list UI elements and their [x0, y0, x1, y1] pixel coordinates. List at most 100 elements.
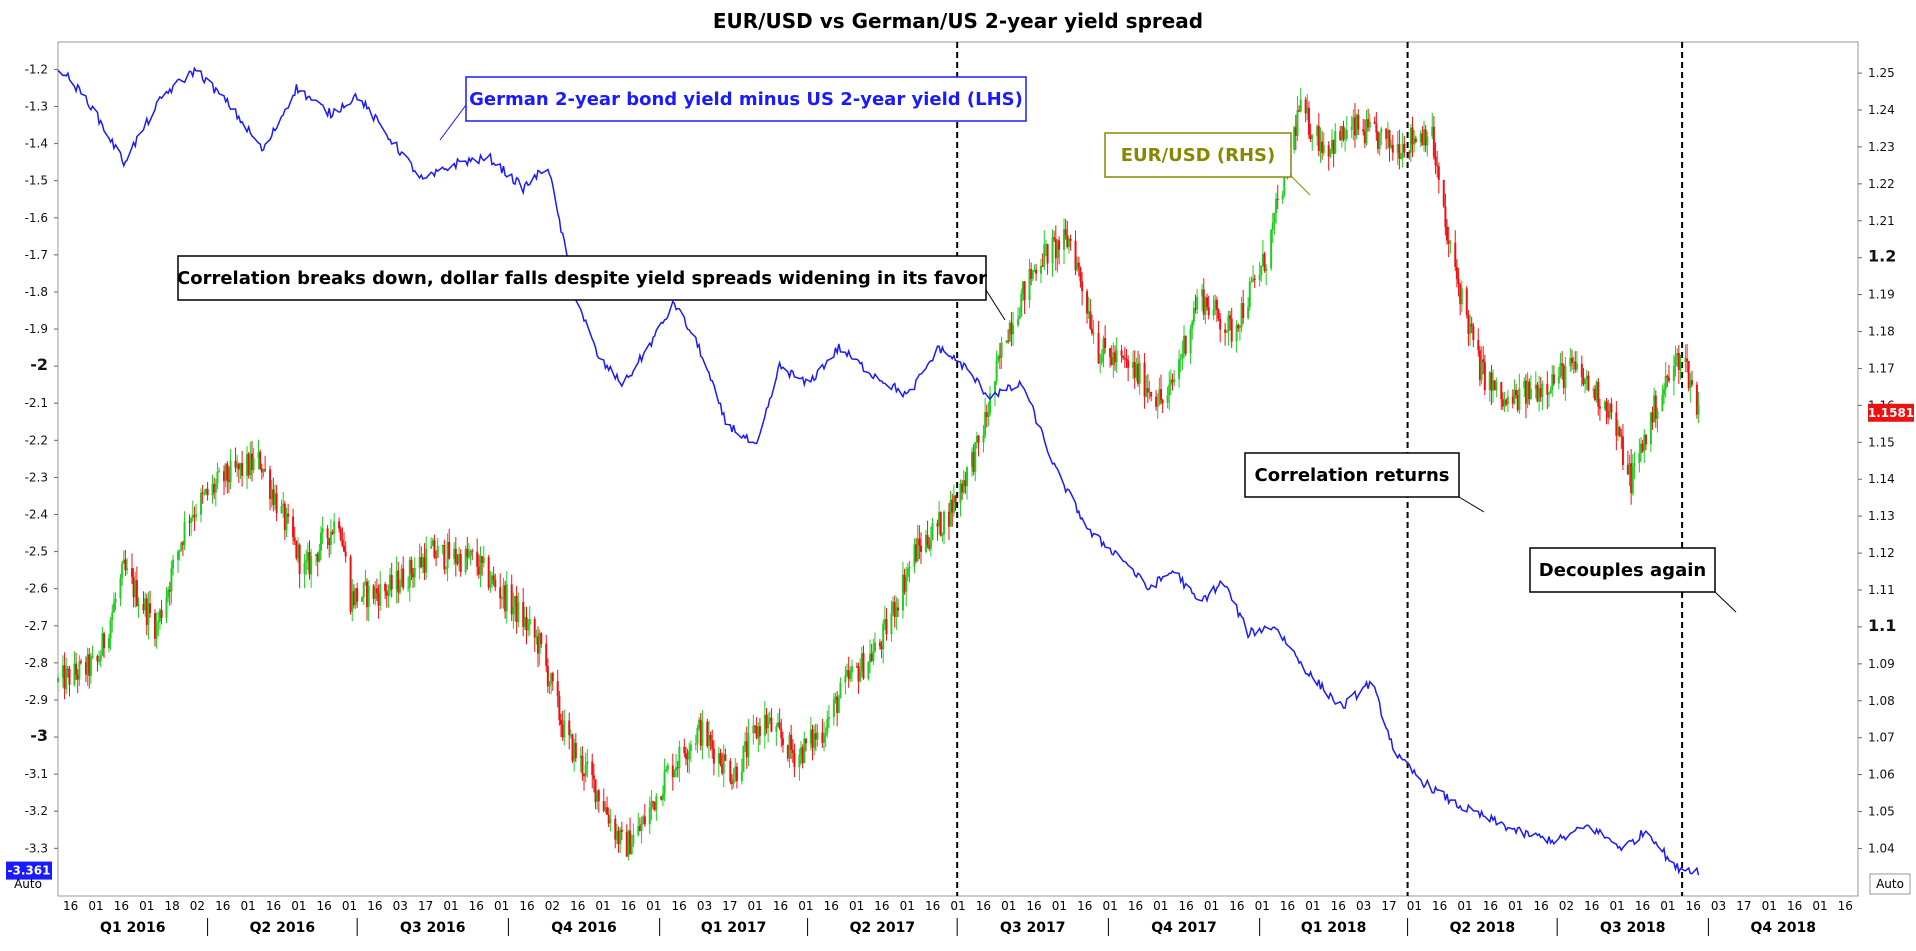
- eurusd-candle: [752, 725, 755, 734]
- eurusd-candle: [1076, 262, 1079, 271]
- eurusd-candle: [252, 458, 255, 471]
- vertical-event-lines: [956, 42, 1684, 896]
- eurusd-candle: [966, 467, 969, 487]
- eurusd-candle: [1492, 380, 1495, 391]
- eurusd-candle: [1580, 363, 1583, 378]
- eurusd-candle: [1283, 165, 1286, 195]
- eurusd-candle: [1398, 144, 1401, 159]
- eurusd-candle: [297, 544, 299, 559]
- eurusd-candle: [1345, 129, 1348, 139]
- eurusd-candle: [1189, 328, 1192, 354]
- eurusd-candle: [814, 733, 817, 740]
- eurusd-candle: [581, 755, 584, 774]
- eurusd-candle: [823, 735, 826, 743]
- eurusd-candle: [1640, 443, 1643, 454]
- eurusd-candle: [744, 741, 747, 746]
- eurusd-candle: [1367, 119, 1370, 128]
- left-tick-label: -2.4: [25, 508, 48, 522]
- eurusd-candle: [1304, 99, 1307, 114]
- eurusd-candle: [387, 590, 390, 596]
- eurusd-candle: [560, 719, 563, 725]
- eurusd-candle: [849, 672, 852, 680]
- eurusd-candle: [781, 738, 784, 746]
- eurusd-candle: [63, 665, 66, 689]
- eurusd-candle: [227, 480, 230, 483]
- x-tick-label: 16: [1280, 899, 1295, 913]
- eurusd-candle: [1344, 138, 1347, 140]
- x-tick-label: 01: [1660, 899, 1675, 913]
- eurusd-candle: [699, 719, 702, 746]
- eurusd-candle: [364, 581, 367, 584]
- quarter-label: Q2 2017: [850, 920, 915, 936]
- eurusd-candle: [1281, 194, 1284, 200]
- eurusd-candle: [734, 766, 737, 780]
- eurusd-candle: [1587, 375, 1590, 391]
- eurusd-candle: [1385, 128, 1388, 139]
- eurusd-candle: [367, 585, 370, 608]
- eurusd-candle: [1437, 166, 1440, 180]
- eurusd-candle: [234, 460, 237, 468]
- x-tick-label: 01: [1610, 899, 1625, 913]
- eurusd-candle: [1051, 237, 1054, 264]
- eurusd-candle: [293, 537, 296, 541]
- eurusd-candle: [1321, 141, 1324, 153]
- eurusd-candle: [352, 591, 355, 606]
- eurusd-candle: [1192, 308, 1195, 322]
- eurusd-candle: [366, 581, 369, 608]
- eurusd-candle: [287, 513, 290, 517]
- eurusd-candle: [770, 717, 773, 732]
- left-tick-label: -2.9: [25, 693, 48, 707]
- eurusd-candle: [517, 602, 520, 623]
- eurusd-candle: [1457, 278, 1460, 285]
- eurusd-candle: [214, 483, 217, 493]
- eurusd-candle: [339, 528, 342, 540]
- eurusd-candle: [375, 588, 378, 594]
- eurusd-candle: [66, 668, 69, 670]
- eurusd-candle: [344, 551, 347, 557]
- eurusd-candle: [1549, 390, 1552, 394]
- x-tick-label: 16: [519, 899, 534, 913]
- eurusd-candle: [1460, 288, 1463, 305]
- eurusd-candle: [1690, 380, 1693, 385]
- eurusd-candles: [57, 87, 1700, 861]
- eurusd-candle: [698, 719, 701, 728]
- eurusd-candle: [1028, 269, 1031, 301]
- x-tick-label: 01: [849, 899, 864, 913]
- eurusd-candle: [730, 781, 733, 784]
- eurusd-candle: [1664, 375, 1667, 390]
- eurusd-candle: [1074, 240, 1077, 271]
- eurusd-candle: [1227, 315, 1230, 332]
- eurusd-candle: [204, 488, 207, 494]
- eurusd-candle: [885, 619, 888, 635]
- x-tick-label: 16: [1179, 899, 1194, 913]
- eurusd-candle: [1330, 139, 1333, 149]
- annotation-text: Correlation returns: [1255, 465, 1450, 486]
- eurusd-candle: [88, 654, 91, 676]
- eurusd-candle: [362, 583, 365, 598]
- eurusd-candle: [109, 620, 112, 639]
- eurusd-candle: [489, 584, 492, 588]
- eurusd-candle: [466, 548, 469, 558]
- eurusd-candle: [1697, 405, 1700, 415]
- eurusd-candle: [1469, 323, 1472, 334]
- right-tick-label: 1.15: [1868, 435, 1895, 449]
- eurusd-candle: [998, 356, 1001, 358]
- x-tick-label: 16: [317, 899, 332, 913]
- eurusd-candle: [308, 552, 311, 575]
- eurusd-candle: [1018, 316, 1021, 320]
- eurusd-candle: [513, 595, 516, 608]
- eurusd-candle: [573, 742, 576, 762]
- eurusd-candle: [719, 753, 722, 765]
- eurusd-candle: [1638, 453, 1641, 464]
- left-axis: -1.2 -1.3 -1.4 -1.5 -1.6 -1.7 -1.8 -1.9 -2 -2.1 -2…: [25, 62, 58, 855]
- eurusd-candle: [1173, 379, 1176, 383]
- eurusd-candle: [987, 413, 990, 418]
- eurusd-candle: [630, 844, 633, 855]
- eurusd-candle: [676, 767, 679, 769]
- eurusd-candle: [625, 831, 628, 857]
- eurusd-candle: [1355, 114, 1358, 136]
- eurusd-candle: [132, 576, 135, 598]
- eurusd-candle: [1219, 318, 1222, 330]
- eurusd-candle: [181, 542, 184, 545]
- eurusd-candle: [1449, 242, 1452, 244]
